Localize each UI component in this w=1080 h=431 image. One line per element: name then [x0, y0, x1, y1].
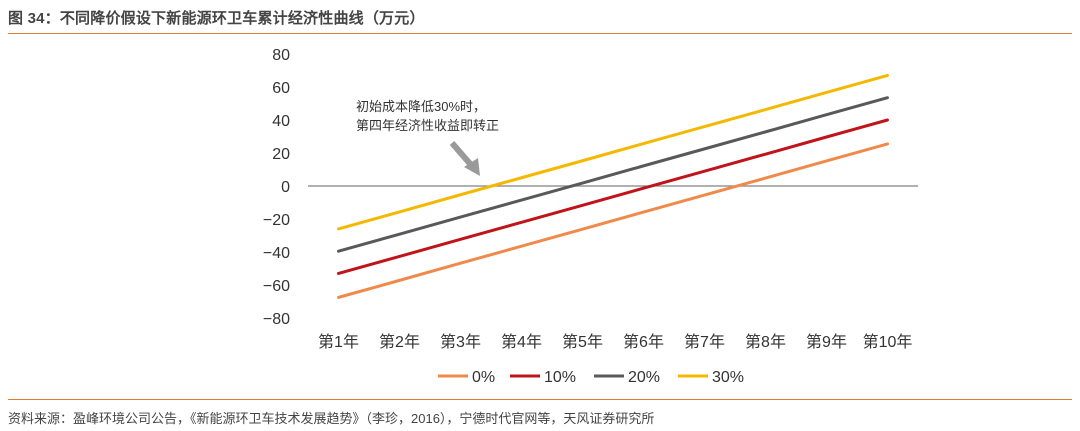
x-tick-label: 第3年	[440, 333, 481, 351]
y-axis-ticks: 80 60 40 20 0 −20 −40 −60 −80	[263, 47, 290, 328]
y-tick-label: 80	[272, 47, 290, 64]
source-divider	[8, 399, 1072, 400]
series-line-10pct	[337, 118, 889, 275]
chart-annotation: 初始成本降低30%时， 第四年经济性收益即转正	[356, 99, 499, 176]
x-tick-label: 第7年	[684, 333, 725, 351]
y-tick-label: −20	[263, 212, 290, 229]
x-tick-label: 第2年	[379, 333, 420, 351]
x-tick-label: 第5年	[562, 333, 603, 351]
annotation-line-1: 初始成本降低30%时，	[356, 99, 486, 114]
x-tick-label: 第8年	[745, 333, 786, 351]
y-tick-label: −60	[263, 278, 290, 295]
x-axis-ticks: 第1年 第2年 第3年 第4年 第5年 第6年 第7年 第8年 第9年 第10年	[318, 333, 912, 351]
title-divider	[8, 33, 1072, 34]
figure-title: 图 34：不同降价假设下新能源环卫车累计经济性曲线（万元）	[8, 10, 425, 27]
source-note: 资料来源：盈峰环境公司公告，《新能源环卫车技术发展趋势》（李珍，2016），宁德…	[8, 411, 655, 426]
x-tick-label: 第9年	[806, 333, 847, 351]
x-tick-label: 第4年	[501, 333, 542, 351]
series-line-0pct	[337, 142, 889, 299]
y-tick-label: −40	[263, 245, 290, 262]
legend-label: 10%	[544, 369, 576, 386]
legend-label: 0%	[472, 369, 495, 386]
y-tick-label: 0	[281, 179, 290, 196]
chart-legend: 0% 10% 20% 30%	[438, 369, 744, 386]
legend-label: 30%	[712, 369, 744, 386]
annotation-line-2: 第四年经济性收益即转正	[356, 118, 499, 133]
legend-label: 20%	[628, 369, 660, 386]
series-line-20pct	[337, 96, 889, 253]
annotation-arrow	[449, 141, 480, 176]
y-tick-label: 20	[272, 146, 290, 163]
series-line-30pct	[337, 73, 889, 231]
x-tick-label: 第10年	[863, 333, 913, 351]
x-tick-label: 第1年	[318, 333, 359, 351]
y-tick-label: 40	[272, 113, 290, 130]
y-tick-label: 60	[272, 80, 290, 97]
series-lines	[337, 73, 889, 299]
x-tick-label: 第6年	[623, 333, 664, 351]
y-tick-label: −80	[263, 311, 290, 328]
